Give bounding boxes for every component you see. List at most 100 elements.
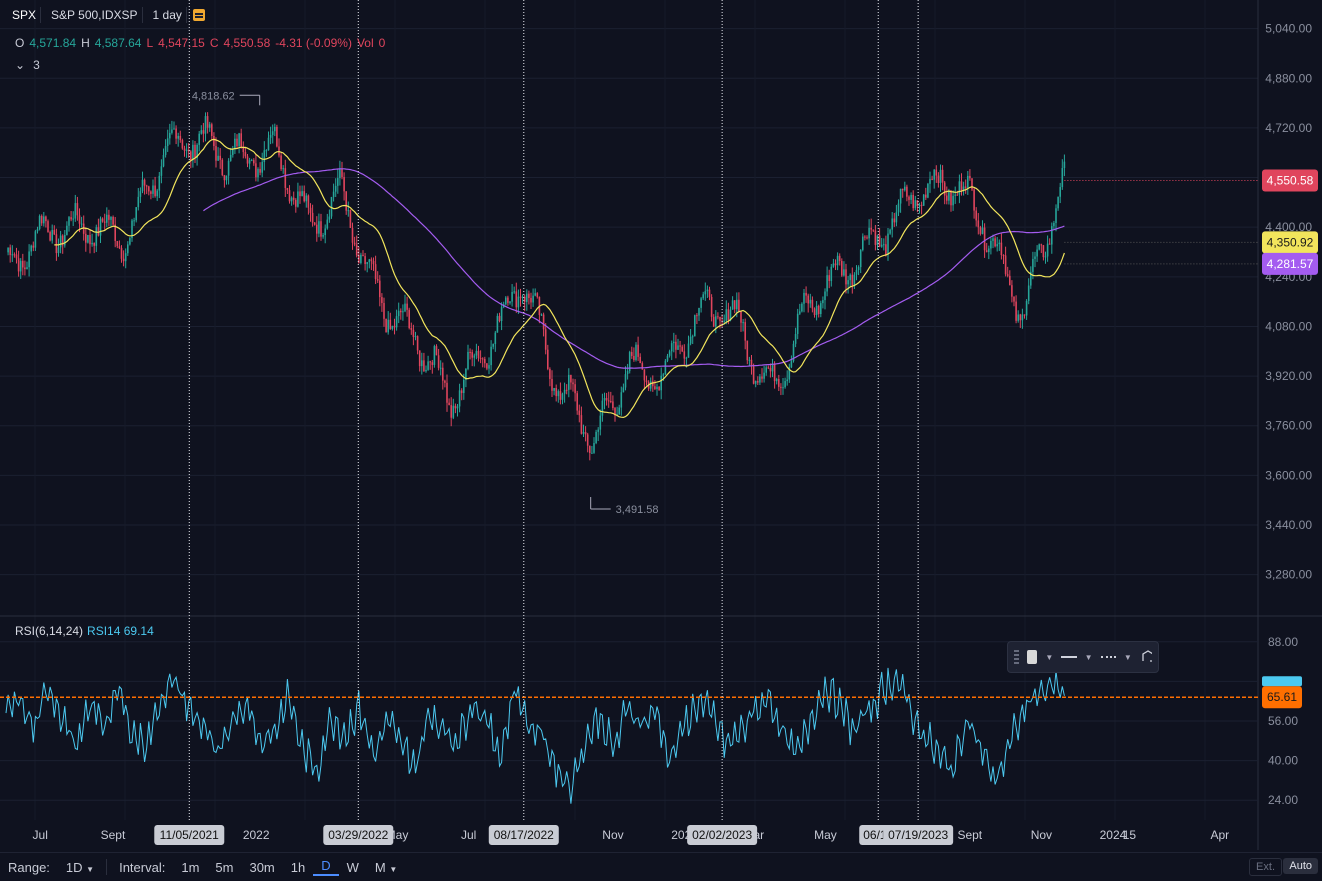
- candle-body: [208, 124, 211, 128]
- price-tick-label: 4,080.00: [1265, 319, 1312, 333]
- candle-body: [295, 199, 297, 207]
- range-select[interactable]: 1D ▼: [58, 860, 102, 875]
- close-price-tag-bg: [1262, 169, 1318, 192]
- candle-body: [469, 351, 471, 353]
- add-drawing-icon[interactable]: [1140, 649, 1153, 665]
- close-price-tag: 4,550.58: [1267, 173, 1314, 187]
- candle-body: [941, 169, 944, 183]
- x-tick-label: Jul: [461, 828, 476, 842]
- candle-body: [607, 400, 610, 402]
- line-style-icon[interactable]: [1061, 656, 1077, 658]
- candle-body: [240, 133, 242, 147]
- chevron-down-icon[interactable]: ▼: [1084, 652, 1093, 662]
- candle-body: [444, 380, 446, 383]
- candle-body: [534, 293, 536, 296]
- interval-d[interactable]: D: [313, 858, 339, 876]
- indicators-toggle[interactable]: ⌄ 3: [15, 58, 40, 72]
- chevron-down-icon[interactable]: ▼: [1045, 652, 1054, 662]
- candle-body: [500, 307, 503, 322]
- interval-30m[interactable]: 30m: [249, 859, 275, 875]
- candle-body: [601, 400, 604, 416]
- symbol-ticker[interactable]: SPX: [8, 7, 42, 23]
- candle-body: [971, 178, 973, 190]
- symbol-header[interactable]: SPX S&P 500,IDXSP 1 day: [8, 5, 205, 25]
- candle-body: [614, 408, 616, 416]
- candle-body: [320, 221, 322, 237]
- candle-body: [435, 346, 438, 356]
- candle-body: [876, 235, 879, 245]
- candle-body: [897, 203, 900, 213]
- date-marker-label: 02/02/2023: [692, 828, 752, 842]
- candle-body: [379, 280, 381, 298]
- candle-body: [685, 357, 688, 359]
- interval-m[interactable]: M ▼: [367, 860, 405, 875]
- candle-body: [154, 185, 156, 197]
- candle-body: [1042, 245, 1045, 258]
- interval-1m[interactable]: 1m: [181, 859, 200, 875]
- candle-body: [450, 405, 452, 418]
- candle-body: [872, 229, 875, 231]
- candle-body: [786, 379, 788, 382]
- candle-body: [152, 185, 154, 194]
- candle-body: [274, 126, 276, 132]
- candle-body: [437, 355, 440, 368]
- fill-color-icon[interactable]: [1026, 650, 1038, 664]
- interval-label[interactable]: 1 day: [149, 7, 187, 23]
- drag-handle-icon[interactable]: [1014, 650, 1019, 664]
- candle-body: [232, 148, 234, 155]
- candle-body: [97, 227, 100, 236]
- chevron-down-icon[interactable]: ▼: [1123, 652, 1132, 662]
- candle-body: [962, 186, 965, 191]
- candle-body: [960, 181, 963, 191]
- candle-body: [362, 254, 364, 257]
- candle-body: [383, 303, 385, 319]
- candle-body: [771, 363, 774, 372]
- high-label: H: [81, 36, 90, 50]
- candle-body: [198, 133, 200, 145]
- candle-body: [206, 116, 209, 128]
- candle-body: [918, 204, 921, 207]
- candle-body: [1057, 196, 1059, 209]
- candle-body: [59, 235, 62, 248]
- candle-body: [85, 233, 87, 243]
- low-label: L: [146, 36, 154, 50]
- candle-body: [887, 233, 889, 255]
- interval-1h[interactable]: 1h: [290, 859, 306, 875]
- candle-body: [175, 128, 177, 139]
- candle-body: [305, 195, 308, 202]
- candle-body: [612, 401, 614, 409]
- auto-scale-toggle[interactable]: Auto: [1283, 858, 1318, 874]
- chevron-down-icon: ⌄: [15, 58, 26, 72]
- candle-body: [492, 344, 494, 347]
- candle-body: [784, 381, 786, 388]
- candle-body: [572, 382, 574, 385]
- drawing-toolbox[interactable]: ▼ ▼ ▼: [1007, 641, 1159, 673]
- candle-body: [127, 244, 129, 254]
- dotted-line-icon[interactable]: [1100, 656, 1116, 658]
- candle-body: [1061, 168, 1064, 188]
- candle-body: [26, 267, 28, 270]
- candle-body: [1015, 301, 1017, 321]
- candle-body: [248, 160, 251, 164]
- candle-body: [408, 309, 410, 329]
- candle-body: [339, 169, 341, 179]
- candle-body: [360, 254, 362, 263]
- candle-body: [1023, 314, 1026, 316]
- candle-body: [662, 374, 665, 376]
- candle-body: [496, 315, 499, 333]
- interval-w[interactable]: W: [346, 859, 359, 875]
- candle-body: [727, 309, 730, 321]
- candle-body: [1032, 258, 1034, 272]
- candle-body: [967, 175, 969, 188]
- chevron-down-icon: ▼: [86, 864, 95, 874]
- candle-body: [983, 227, 986, 251]
- calendar-icon[interactable]: [192, 9, 205, 21]
- candle-body: [253, 160, 255, 164]
- candle-body: [952, 195, 954, 206]
- interval-5m[interactable]: 5m: [215, 859, 234, 875]
- extended-hours-toggle[interactable]: Ext.: [1249, 858, 1282, 876]
- candle-body: [1009, 275, 1011, 286]
- candle-body: [481, 358, 484, 360]
- candle-body: [922, 194, 925, 206]
